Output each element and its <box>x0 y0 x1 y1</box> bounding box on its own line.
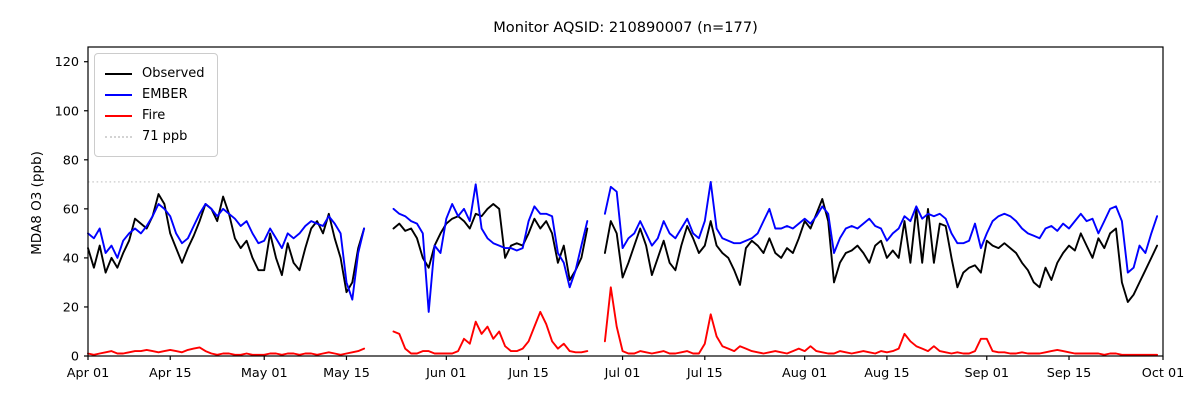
legend-label: Fire <box>142 108 166 123</box>
y-tick-label: 80 <box>63 153 79 168</box>
fire-line-swatch <box>105 114 132 117</box>
x-tick-label: Sep 15 <box>1047 366 1091 381</box>
x-tick-label: Apr 15 <box>149 366 192 381</box>
fire-line <box>87 286 1159 356</box>
legend: Observed EMBER Fire 71 ppb <box>94 53 218 157</box>
x-tick-label: Jun 15 <box>507 366 548 381</box>
y-axis-label: MDA8 O3 (ppb) <box>29 151 45 255</box>
legend-item-fire: Fire <box>105 105 205 126</box>
x-tick-label: May 15 <box>323 366 370 381</box>
legend-label: 71 ppb <box>142 129 188 144</box>
legend-item-threshold: 71 ppb <box>105 126 205 147</box>
x-tick-label: Aug 15 <box>864 366 909 381</box>
chart-title: Monitor AQSID: 210890007 (n=177) <box>493 19 758 36</box>
legend-label: EMBER <box>142 87 188 102</box>
x-tick-label: Jul 01 <box>604 366 641 381</box>
y-tick-label: 100 <box>55 104 79 119</box>
ember-line <box>87 180 1159 313</box>
x-tick-label: May 01 <box>241 366 288 381</box>
ember-line-swatch <box>105 93 132 96</box>
x-tick-label: Aug 01 <box>782 366 827 381</box>
legend-item-ember: EMBER <box>105 84 205 105</box>
y-tick-label: 40 <box>63 251 79 266</box>
x-tick-label: Sep 01 <box>965 366 1009 381</box>
y-tick-label: 120 <box>55 55 79 70</box>
y-tick-label: 60 <box>63 202 79 217</box>
y-tick-label: 20 <box>63 300 79 315</box>
axes-frame <box>87 46 1164 357</box>
x-tick-label: Apr 01 <box>67 366 110 381</box>
x-tick-label: Jul 15 <box>686 366 723 381</box>
x-tick-label: Oct 01 <box>1142 366 1184 381</box>
y-tick-label: 0 <box>71 350 79 365</box>
legend-label: Observed <box>142 66 205 81</box>
x-tick-label: Jun 01 <box>425 366 466 381</box>
legend-item-observed: Observed <box>105 63 205 84</box>
observed-line-swatch <box>105 72 132 75</box>
threshold-line-swatch <box>105 135 132 138</box>
